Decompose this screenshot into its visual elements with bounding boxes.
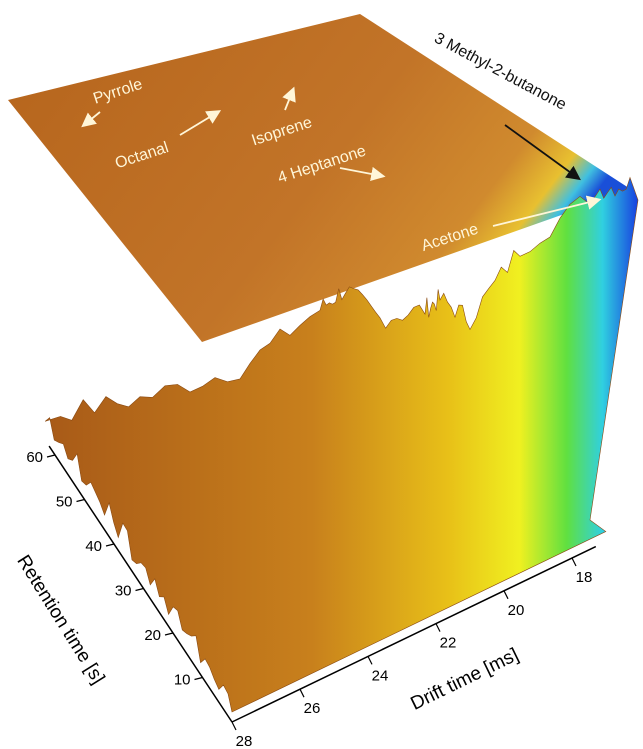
y-tick — [106, 544, 114, 546]
y-tick-label: 40 — [85, 538, 102, 555]
y-tick-label: 60 — [26, 449, 43, 466]
y-tick-label: 30 — [115, 582, 132, 599]
y-tick — [165, 633, 173, 635]
y-tick-label: 50 — [56, 493, 73, 510]
x-axis-title: Drift time [ms] — [408, 644, 523, 714]
y-tick-label: 10 — [174, 671, 191, 688]
x-tick — [232, 722, 236, 730]
y-tick — [136, 589, 144, 591]
x-tick — [572, 558, 576, 566]
x-tick-label: 24 — [372, 667, 389, 684]
y-axis-title: Retention time [s] — [12, 551, 108, 688]
x-tick — [504, 591, 508, 599]
x-tick — [300, 689, 304, 697]
y-tick — [47, 455, 55, 457]
y-tick — [195, 678, 203, 680]
x-tick-label: 28 — [236, 733, 253, 749]
x-tick-label: 26 — [304, 700, 321, 717]
x-tick-label: 22 — [440, 635, 457, 652]
chart: 18 20 22 24 26 28 10 20 30 40 50 60 Drift time [ms] R… — [0, 0, 643, 749]
y-tick — [77, 500, 85, 502]
x-tick — [436, 624, 440, 632]
x-tick-label: 18 — [576, 569, 593, 586]
x-tick — [368, 656, 372, 664]
y-tick-label: 20 — [144, 627, 161, 644]
x-tick-label: 20 — [508, 602, 525, 619]
